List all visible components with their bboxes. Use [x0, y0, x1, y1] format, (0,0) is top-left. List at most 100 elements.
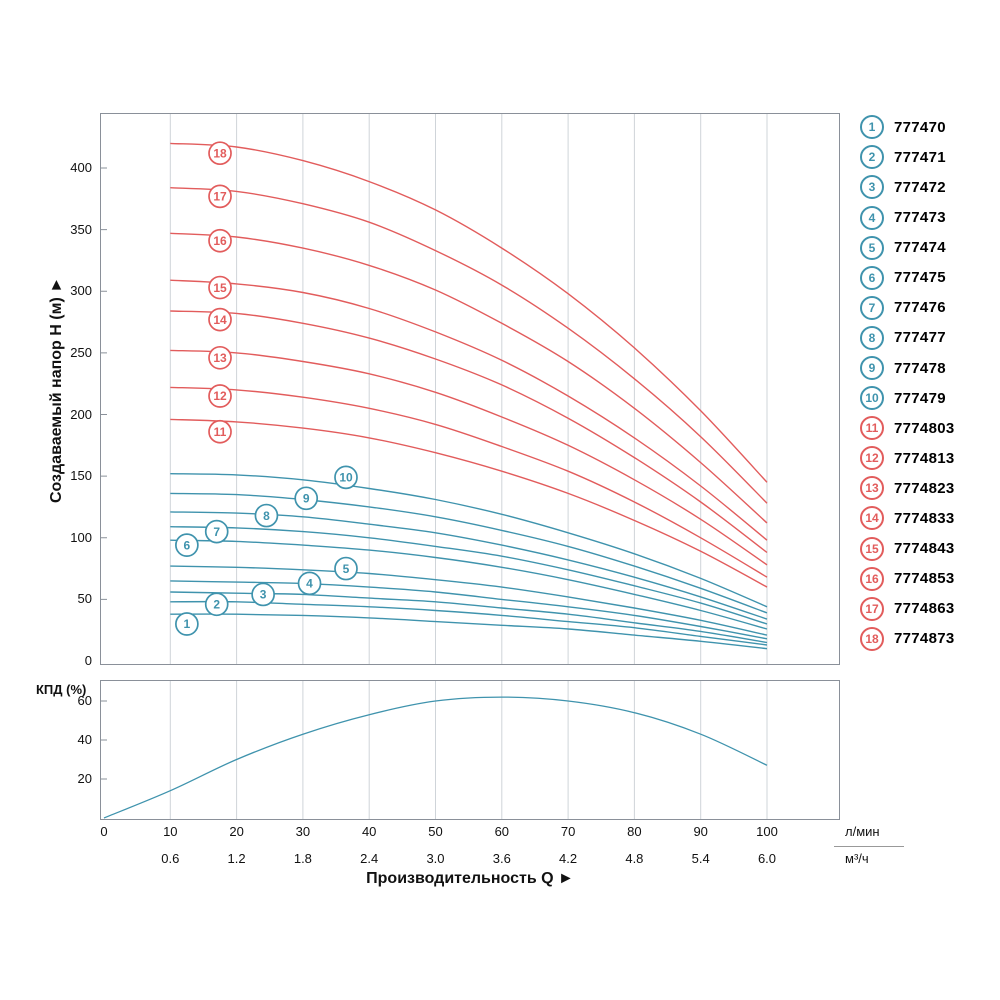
curve-4 — [170, 580, 768, 640]
xtick-m3h-6.0: 6.0 — [757, 851, 777, 866]
legend-number: 4 — [860, 205, 884, 230]
head-ytick-0: 0 — [84, 653, 92, 668]
curve-label-circle — [208, 141, 232, 166]
legend-number: 9 — [860, 356, 884, 380]
curve-label-circle — [294, 486, 319, 511]
curve-label-7: 7 — [204, 519, 229, 544]
head-ytick-350: 350 — [70, 221, 92, 237]
curve-18 — [170, 142, 768, 483]
legend-item-1: 1 777470 — [860, 115, 955, 140]
legend-model: 7774863 — [894, 600, 955, 618]
curve-label-circle — [334, 465, 358, 490]
curve-7 — [170, 526, 768, 625]
curve-label-circle — [297, 571, 322, 596]
xtick-lmin-30: 30 — [295, 824, 311, 839]
curve-17 — [170, 187, 768, 504]
legend-model: 7774833 — [894, 509, 955, 527]
legend-item-7: 7 777476 — [860, 295, 955, 320]
legend-number: 8 — [860, 325, 884, 350]
xtick-lmin-90: 90 — [693, 824, 708, 839]
xtick-m3h-2.4: 2.4 — [360, 851, 379, 866]
xtick-lmin-60: 60 — [494, 824, 510, 839]
curve-label-17: 17 — [208, 184, 232, 209]
legend-number: 13 — [860, 476, 884, 501]
curve-label-3: 3 — [251, 582, 275, 607]
legend-model: 777475 — [894, 269, 946, 287]
curve-label-6: 6 — [175, 533, 199, 557]
curve-label-number: 5 — [343, 562, 350, 576]
xtick-lmin-10: 10 — [163, 824, 178, 839]
legend-item-12: 12 7774813 — [860, 446, 955, 471]
head-ytick-250: 250 — [70, 344, 92, 360]
legend-number: 10 — [860, 386, 884, 411]
curve-label-circle — [208, 307, 232, 332]
legend-item-5: 5 777474 — [860, 235, 955, 260]
legend-item-11: 11 7774803 — [860, 416, 955, 441]
curve-label-number: 11 — [214, 425, 227, 439]
plot-border — [100, 113, 840, 665]
curve-label-2: 2 — [204, 592, 229, 617]
efficiency-chart-plot — [100, 680, 840, 820]
curve-label-number: 3 — [260, 588, 267, 602]
curve-label-number: 14 — [213, 313, 227, 327]
legend-number: 18 — [860, 626, 884, 651]
curve-label-10: 10 — [334, 465, 358, 490]
legend: 1 777470 2 777471 3 777472 4 777473 5 777474 6 7774… — [860, 115, 955, 651]
curve-label-number: 15 — [213, 281, 227, 295]
legend-number: 2 — [860, 145, 884, 170]
xtick-lmin-70: 70 — [560, 824, 576, 839]
curve-label-number: 4 — [306, 577, 313, 591]
curve-label-18: 18 — [208, 141, 232, 166]
legend-item-2: 2 777471 — [860, 145, 955, 170]
curve-5 — [170, 565, 768, 636]
xtick-lmin-40: 40 — [361, 824, 377, 839]
legend-item-14: 14 7774833 — [860, 506, 955, 531]
curve-label-circle — [208, 275, 232, 300]
curve-label-4: 4 — [297, 571, 322, 596]
curve-label-14: 14 — [208, 307, 232, 332]
xtick-m3h-3.6: 3.6 — [492, 851, 511, 866]
curve-1 — [170, 613, 768, 650]
xtick-m3h-1.8: 1.8 — [293, 851, 312, 866]
legend-model: 777470 — [894, 118, 946, 136]
curve-label-1: 1 — [175, 612, 199, 636]
legend-number: 17 — [860, 596, 884, 621]
head-ytick-150: 150 — [70, 468, 92, 484]
legend-number: 7 — [860, 295, 884, 320]
curve-label-circle — [175, 612, 199, 636]
curve-label-number: 16 — [213, 234, 227, 248]
legend-model: 777479 — [894, 389, 946, 407]
head-ytick-100: 100 — [70, 529, 92, 545]
xtick-m3h-0.6: 0.6 — [161, 851, 180, 866]
curve-6 — [170, 539, 768, 630]
curve-13 — [170, 349, 768, 566]
legend-model: 777473 — [894, 209, 946, 227]
curve-label-9: 9 — [294, 486, 319, 511]
legend-model: 777478 — [894, 359, 946, 377]
curve-11 — [170, 418, 768, 588]
curve-9 — [170, 492, 768, 614]
curve-label-circle — [204, 519, 229, 544]
head-ytick-200: 200 — [70, 406, 92, 422]
curve-label-circle — [208, 345, 232, 370]
head-ytick-50: 50 — [77, 591, 92, 607]
legend-item-6: 6 777475 — [860, 265, 955, 290]
curve-label-circle — [208, 184, 232, 209]
legend-model: 777474 — [894, 239, 946, 257]
xtick-lmin-50: 50 — [428, 824, 443, 839]
legend-item-8: 8 777477 — [860, 325, 955, 350]
legend-model: 777471 — [894, 148, 946, 166]
legend-number: 12 — [860, 446, 884, 471]
curve-label-number: 7 — [213, 525, 220, 539]
curve-label-number: 12 — [213, 389, 227, 403]
legend-item-16: 16 7774853 — [860, 566, 955, 591]
curve-label-11: 11 — [208, 419, 232, 444]
legend-item-3: 3 777472 — [860, 175, 955, 200]
curve-label-circle — [334, 556, 358, 581]
curve-label-circle — [251, 582, 275, 607]
legend-number: 11 — [860, 416, 884, 441]
legend-number: 3 — [860, 175, 884, 200]
curve-label-number: 2 — [213, 598, 220, 612]
legend-number: 6 — [860, 265, 884, 290]
